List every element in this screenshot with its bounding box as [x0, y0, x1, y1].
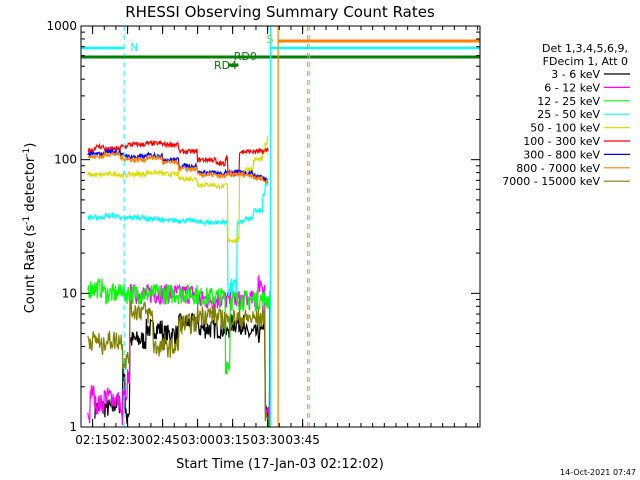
series-line: [87, 134, 269, 245]
legend: Det 1,3,4,5,6,9,FDecim 1, Att 03 - 6 keV…: [502, 42, 630, 188]
legend-entry-label: 12 - 25 keV: [537, 95, 600, 108]
plot-area: [87, 134, 272, 428]
series-line: [87, 298, 272, 428]
legend-entry-label: 25 - 50 keV: [537, 108, 600, 121]
series-line: [87, 147, 269, 184]
legend-entry-label: 3 - 6 keV: [551, 68, 600, 81]
x-tick-label: 03:15: [215, 433, 250, 447]
x-tick-label: 02:15: [75, 433, 110, 447]
legend-entry-label: 7000 - 15000 keV: [502, 175, 600, 188]
x-axis-label: Start Time (17-Jan-03 02:12:02): [176, 457, 384, 472]
annotations: NRD0RD4S: [81, 26, 480, 427]
chart-title: RHESSI Observing Summary Count Rates: [125, 3, 435, 21]
x-tick-label: 02:45: [145, 433, 180, 447]
y-axis-label-prefix: Count Rate (s: [23, 225, 38, 314]
x-axis-ticks: 02:15 02:30 02:45 03:00 03:15 03:30 03:45: [75, 26, 479, 447]
y-axis-label-sup2: -1: [22, 148, 32, 157]
y-axis-label: Count Rate (s-1 detector-1): [22, 143, 38, 314]
series-line: [87, 277, 272, 375]
x-tick-label: 02:30: [110, 433, 145, 447]
legend-header: FDecim 1, Att 0: [543, 55, 628, 68]
y-axis-label-mid: detector: [23, 156, 38, 216]
rd4-label: RD4: [214, 59, 237, 72]
x-tick-label: 03:30: [250, 433, 285, 447]
legend-entry-label: 50 - 100 keV: [530, 122, 600, 135]
y-tick-label: 100: [54, 153, 77, 167]
series-line: [87, 178, 269, 297]
y-axis-label-suffix: ): [23, 143, 38, 148]
legend-entry-label: 6 - 12 keV: [544, 81, 600, 94]
plot-frame: [80, 25, 481, 428]
legend-entry-label: 300 - 800 keV: [523, 148, 600, 161]
y-axis-ticks: 1 10 100 1000: [46, 19, 480, 434]
x-tick-label: 03:00: [180, 433, 215, 447]
rd0-label: RD0: [234, 50, 257, 63]
y-tick-label: 10: [62, 286, 77, 300]
legend-header: Det 1,3,4,5,6,9,: [542, 42, 628, 55]
y-axis-label-sup1: -1: [22, 216, 32, 225]
night-label: N: [130, 41, 138, 54]
x-tick-label: 03:45: [285, 433, 320, 447]
legend-entry-label: 800 - 7000 keV: [516, 162, 600, 175]
series-line: [87, 150, 269, 185]
y-tick-label: 1000: [46, 19, 77, 33]
timestamp: 14-Oct-2021 07:47: [560, 468, 636, 477]
y-tick-label: 1: [69, 420, 77, 434]
legend-entry-label: 100 - 300 keV: [523, 135, 600, 148]
